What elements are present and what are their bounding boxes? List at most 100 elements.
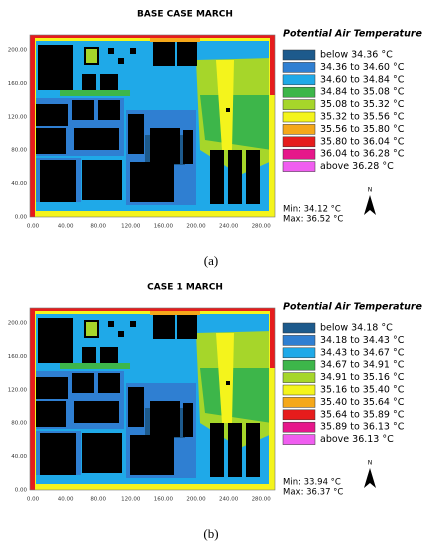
red-edge <box>30 308 35 490</box>
y-tick-label: 40.00 <box>11 454 27 460</box>
legend-label: 35.89 to 36.13 °C <box>320 422 405 433</box>
building <box>210 150 224 204</box>
x-tick-label: 200.00 <box>186 497 206 503</box>
heatmap <box>29 307 276 491</box>
min-value: Min: 33.94 °C <box>283 478 341 488</box>
orange-spot <box>150 38 200 42</box>
x-tick-label: 40.00 <box>58 497 74 503</box>
legend-label: 35.80 to 36.04 °C <box>320 136 405 147</box>
building <box>108 321 114 327</box>
y-tick-label: 200.00 <box>8 48 28 54</box>
green-street <box>60 363 130 369</box>
legend-label: 36.04 to 36.28 °C <box>320 149 405 160</box>
building <box>177 42 197 66</box>
legend-swatch <box>282 397 316 408</box>
legend-label: 35.64 to 35.89 °C <box>320 409 405 420</box>
legend-label: above 36.13 °C <box>320 434 394 445</box>
building <box>82 433 122 473</box>
legend-label: 35.32 to 35.56 °C <box>320 112 405 123</box>
x-tick-label: 120.00 <box>121 224 141 230</box>
green-zone <box>200 95 272 150</box>
legend-label: below 34.36 °C <box>320 50 393 61</box>
y-tick-label: 0.00 <box>15 488 28 494</box>
legend-swatch <box>282 86 316 98</box>
y-tick-label: 40.00 <box>11 181 27 187</box>
green-roof <box>86 322 97 336</box>
legend-label: 34.67 to 34.91 °C <box>320 360 405 371</box>
y-tick-label: 120.00 <box>8 387 28 393</box>
legend-title: Potential Air Temperature <box>283 29 422 40</box>
building <box>246 423 260 477</box>
legend-label: 35.08 to 35.32 °C <box>320 99 405 110</box>
y-tick-label: 160.00 <box>8 354 28 360</box>
y-tick-label: 120.00 <box>8 114 28 120</box>
heatmap <box>29 34 276 218</box>
panel: BASE CASE MARCH 200.00 160.00 120.00 80.00 40… <box>8 10 422 268</box>
yellow-plume <box>216 333 234 423</box>
building <box>118 331 124 337</box>
legend-label: 34.84 to 35.08 °C <box>320 87 405 98</box>
building <box>38 45 73 90</box>
building <box>74 128 119 150</box>
legend-label: above 36.28 °C <box>320 161 394 172</box>
x-tick-label: 280.00 <box>252 224 272 230</box>
building <box>72 100 94 120</box>
y-tick-label: 80.00 <box>11 148 27 154</box>
north-label: N <box>368 187 373 194</box>
building <box>153 315 175 339</box>
building <box>210 423 224 477</box>
building <box>128 114 144 154</box>
legend-title: Potential Air Temperature <box>283 302 422 313</box>
building <box>130 48 136 54</box>
building <box>246 150 260 204</box>
building <box>153 42 175 66</box>
building <box>150 128 180 164</box>
panel-title: CASE 1 MARCH <box>147 283 223 293</box>
building <box>226 108 230 112</box>
legend-swatch <box>282 322 316 334</box>
legend-label: 34.91 to 35.16 °C <box>320 372 405 383</box>
legend-swatch <box>282 409 316 421</box>
building <box>72 373 94 393</box>
building <box>38 318 73 363</box>
caption: (b) <box>203 526 218 541</box>
building <box>228 423 242 477</box>
x-tick-label: 120.00 <box>121 497 141 503</box>
legend-swatch <box>282 136 316 148</box>
min-value: Min: 34.12 °C <box>283 205 341 215</box>
legend-swatch <box>282 148 316 160</box>
legend-swatch <box>282 49 316 61</box>
building <box>108 48 114 54</box>
building <box>177 315 197 339</box>
red-edge <box>30 35 35 217</box>
legend-label: 35.56 to 35.80 °C <box>320 124 405 135</box>
red-edge <box>270 308 275 368</box>
panel: CASE 1 MARCH 200.00 160.00 120.00 80.00 40.00… <box>8 283 422 541</box>
building <box>82 160 122 200</box>
building <box>150 401 180 437</box>
building <box>100 74 118 90</box>
green-roof <box>86 49 97 63</box>
north-arrow <box>364 468 376 488</box>
y-tick-label: 0.00 <box>15 215 28 221</box>
building <box>36 401 66 427</box>
legend-swatch <box>282 347 316 359</box>
x-tick-label: 280.00 <box>252 497 272 503</box>
legend-swatch <box>282 111 316 123</box>
legend-swatch <box>282 161 316 172</box>
legend-swatch <box>282 421 316 433</box>
building <box>118 58 124 64</box>
building <box>130 435 174 475</box>
red-edge <box>270 35 275 95</box>
yellow-plume <box>216 60 234 150</box>
orange-spot <box>150 311 200 315</box>
building <box>40 433 76 475</box>
x-tick-label: 0.00 <box>27 497 40 503</box>
panel-title: BASE CASE MARCH <box>137 10 233 20</box>
x-tick-label: 40.00 <box>58 224 74 230</box>
building <box>82 347 96 363</box>
max-value: Max: 36.52 °C <box>283 215 343 225</box>
green-street <box>60 90 130 96</box>
building <box>100 347 118 363</box>
